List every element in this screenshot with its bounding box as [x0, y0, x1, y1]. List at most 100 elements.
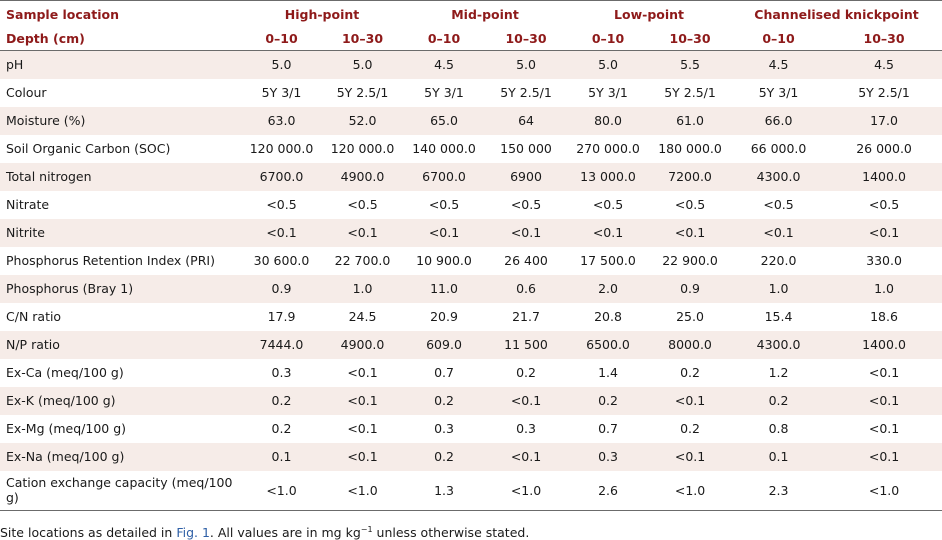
- table-row: Ex-Ca (meq/100 g) 0.3 <0.1 0.7 0.2 1.4 0.2 1.2 <…: [0, 358, 942, 387]
- table-row: pH 5.0 5.0 4.5 5.0 5.0 5.5 4.5 4.5: [0, 50, 942, 79]
- table-cell: 63.0: [267, 113, 296, 128]
- group-header-channelised-knickpoint: Channelised knickpoint: [731, 0, 942, 27]
- table-cell: <0.5: [592, 197, 624, 212]
- footnote-superscript: −1: [360, 525, 373, 534]
- table-cell: 4.5: [768, 57, 789, 73]
- table-cell: 0.3: [434, 421, 454, 436]
- table-cell: <0.1: [347, 393, 378, 408]
- table-cell: 0.3: [516, 421, 536, 436]
- table-cell: 22 900.0: [662, 253, 718, 268]
- table-row: Total nitrogen 6700.0 4900.0 6700.0 6900 13 0…: [0, 162, 942, 191]
- table-cell: <0.1: [592, 225, 624, 240]
- row-label: Moisture (%): [6, 113, 86, 128]
- table-cell: 80.0: [594, 113, 622, 128]
- depth-col-header: 0–10: [731, 27, 827, 51]
- table-cell: 4.5: [434, 57, 454, 73]
- table-cell: <0.1: [266, 225, 297, 240]
- table-row: Ex-Na (meq/100 g) 0.1 <0.1 0.2 <0.1 0.3 <0.1 0.…: [0, 442, 942, 471]
- table-cell: 61.0: [676, 113, 704, 128]
- table-cell: 270 000.0: [576, 141, 640, 156]
- table-cell: 52.0: [348, 113, 377, 128]
- header-row-locations: Sample location High-point Mid-point Low…: [0, 0, 942, 27]
- table-cell: <0.5: [266, 197, 297, 212]
- depth-col-header: 0–10: [567, 27, 650, 51]
- table-cell: 5Y 2.5/1: [500, 85, 552, 100]
- figure-link[interactable]: Fig. 1: [176, 525, 210, 540]
- table-row: Ex-Mg (meq/100 g) 0.2 <0.1 0.3 0.3 0.7 0.2 0.8 <…: [0, 414, 942, 443]
- table-row: C/N ratio 17.9 24.5 20.9 21.7 20.8 25.0 15.4 18.…: [0, 302, 942, 331]
- row-label: Phosphorus Retention Index (PRI): [6, 253, 215, 268]
- table-cell: <1.0: [485, 470, 568, 511]
- table-cell: 6900: [510, 169, 542, 184]
- table-cell: <0.1: [868, 225, 900, 240]
- table-cell: 120 000.0: [249, 141, 314, 156]
- row-label: pH: [6, 57, 24, 73]
- row-label: Ex-Mg (meq/100 g): [6, 421, 127, 436]
- table-cell: 1400.0: [862, 337, 906, 352]
- table-row: Colour 5Y 3/1 5Y 2.5/1 5Y 3/1 5Y 2.5/1 5Y 3/1…: [0, 78, 942, 107]
- table-row: Nitrite <0.1 <0.1 <0.1 <0.1 <0.1 <0.1 <0.1 <0.1: [0, 218, 942, 247]
- depth-col-header: 0–10: [241, 27, 322, 51]
- table-cell: 26 000.0: [856, 141, 912, 156]
- row-label: Total nitrogen: [6, 169, 92, 184]
- table-cell: <0.5: [347, 197, 378, 212]
- table-cell: 220.0: [760, 253, 797, 268]
- footnote-text: unless otherwise stated.: [372, 525, 530, 540]
- table-cell: 0.2: [680, 421, 700, 436]
- table-cell: 5Y 2.5/1: [858, 85, 910, 100]
- table-row: Moisture (%) 63.0 52.0 65.0 64 80.0 61.0 66.0 17…: [0, 106, 942, 135]
- row-label: Ex-Na (meq/100 g): [6, 449, 125, 464]
- table-cell: 6500.0: [586, 337, 630, 352]
- table-row: Phosphorus (Bray 1) 0.9 1.0 11.0 0.6 2.0 0.9 1.…: [0, 274, 942, 303]
- row-label: N/P ratio: [6, 337, 60, 352]
- depth-col-header: 10–30: [322, 27, 404, 51]
- table-cell: <0.1: [763, 225, 794, 240]
- table-cell: 5Y 3/1: [588, 85, 628, 100]
- table-cell: 15.4: [764, 309, 793, 324]
- table-row: Ex-K (meq/100 g) 0.2 <0.1 0.2 <0.1 0.2 <0.1 0.2…: [0, 386, 942, 415]
- table-cell: <0.1: [510, 225, 542, 240]
- table-cell: 5Y 2.5/1: [336, 85, 389, 100]
- table-cell: 21.7: [512, 309, 540, 324]
- table-cell: 1.0: [874, 281, 894, 296]
- table-cell: 10 900.0: [416, 253, 472, 268]
- depth-col-header: 10–30: [826, 27, 942, 51]
- table-cell: 0.6: [516, 281, 536, 296]
- row-label: Phosphorus (Bray 1): [6, 281, 134, 296]
- row-label: C/N ratio: [6, 309, 62, 324]
- table-cell: 7444.0: [259, 337, 304, 352]
- table-cell: <1.0: [322, 470, 404, 511]
- table-cell: <0.1: [674, 449, 706, 464]
- table-cell: 6700.0: [422, 169, 466, 184]
- table-cell: 66.0: [764, 113, 793, 128]
- table-cell: 0.2: [434, 449, 454, 464]
- table-cell: 5Y 3/1: [261, 85, 302, 100]
- table-cell: 1.4: [598, 365, 618, 380]
- table-cell: 7200.0: [668, 169, 712, 184]
- table-cell: 11 500: [504, 337, 548, 352]
- table-cell: <0.1: [510, 393, 542, 408]
- table-cell: 0.2: [271, 393, 292, 408]
- table-cell: 24.5: [348, 309, 377, 324]
- depth-header: Depth (cm): [0, 27, 241, 51]
- table-cell: 0.2: [271, 421, 292, 436]
- table-cell: 0.2: [680, 365, 700, 380]
- table-cell: 1.3: [403, 470, 486, 511]
- table-footnote: Site locations as detailed in Fig. 1. Al…: [0, 522, 529, 540]
- table-cell: 65.0: [430, 113, 458, 128]
- table-cell: 0.8: [768, 421, 789, 436]
- table-body: pH 5.0 5.0 4.5 5.0 5.0 5.5 4.5 4.5 Colour 5Y 3/1 5Y…: [0, 50, 942, 511]
- table-cell: 120 000.0: [330, 141, 395, 156]
- table-cell: 64: [518, 113, 534, 128]
- row-label: Nitrite: [6, 225, 45, 240]
- row-label: Soil Organic Carbon (SOC): [6, 141, 171, 156]
- table-cell: 17 500.0: [580, 253, 636, 268]
- table-row: Soil Organic Carbon (SOC) 120 000.0 120 00…: [0, 134, 942, 163]
- table-cell: 180 000.0: [658, 141, 722, 156]
- table-cell: <1.0: [649, 470, 732, 511]
- table-cell: 0.7: [598, 421, 618, 436]
- table-cell: 2.3: [731, 470, 827, 511]
- table-cell: 5Y 3/1: [758, 85, 799, 100]
- table-cell: 0.3: [598, 449, 618, 464]
- table-cell: 0.9: [680, 281, 700, 296]
